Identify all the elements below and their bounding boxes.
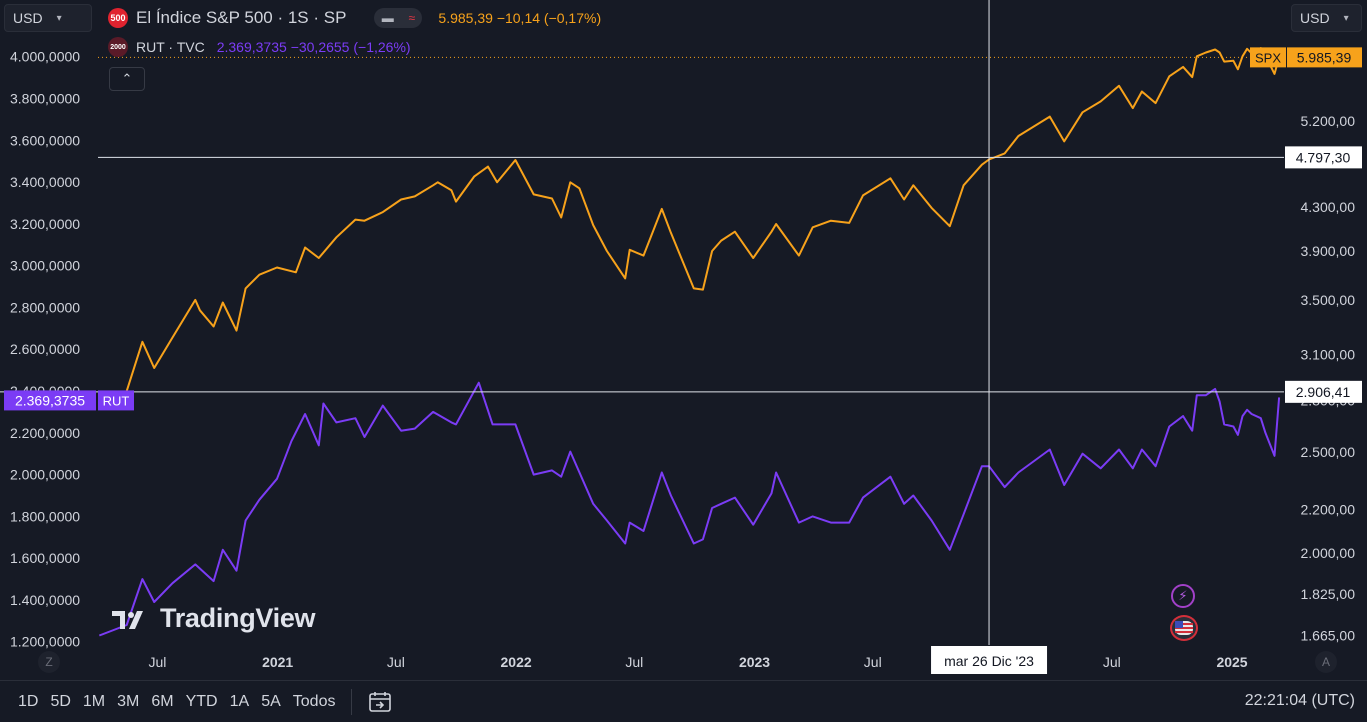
left-axis-tick-label: 2.200,0000 bbox=[10, 425, 80, 441]
crosshair-price-label-bottom: 2.906,41 bbox=[1296, 384, 1351, 400]
utc-clock[interactable]: 22:21:04 (UTC) bbox=[1244, 692, 1355, 709]
spx-name-tag: SPX bbox=[1255, 50, 1281, 65]
wave-icon[interactable]: ≈ bbox=[408, 11, 416, 25]
axis-corner-left[interactable]: Z bbox=[38, 651, 60, 673]
time-axis-tick-label: Jul bbox=[625, 654, 643, 670]
rut-logo-icon: 2000 bbox=[108, 37, 128, 57]
main-price: 5.985,39 bbox=[438, 10, 493, 26]
right-axis-tick-label: 1.665,00 bbox=[1301, 628, 1356, 644]
range-1a-button[interactable]: 1A bbox=[229, 692, 250, 710]
right-axis-tick-label: 1.825,00 bbox=[1301, 586, 1356, 602]
left-axis-tick-label: 1.200,0000 bbox=[10, 634, 80, 650]
spx-logo-icon: 500 bbox=[108, 8, 128, 28]
axis-corner-left-label: Z bbox=[45, 655, 53, 669]
right-axis-tick-label: 4.300,00 bbox=[1301, 199, 1356, 215]
bottom-toolbar: 1D 5D 1M 3M 6M YTD 1A 5A Todos 22:21:04 … bbox=[0, 680, 1367, 722]
range-all-button[interactable]: Todos bbox=[292, 692, 336, 710]
minus-icon[interactable]: ▬ bbox=[381, 11, 394, 25]
range-1m-button[interactable]: 1M bbox=[82, 692, 106, 710]
currency-select-left[interactable]: USD ▾ bbox=[4, 4, 92, 32]
left-axis-tick-label: 1.600,0000 bbox=[10, 550, 80, 566]
crosshair-price-label-bottom-bg bbox=[1285, 380, 1362, 403]
chart-area[interactable]: 4.000,0000 3.800,0000 3.600,0000 3.400,0000… bbox=[0, 0, 1367, 680]
rut-name-tag-bg bbox=[98, 390, 134, 411]
compare-price: 2.369,3735 bbox=[216, 39, 287, 55]
compare-change-pct: (−1,26%) bbox=[353, 39, 411, 55]
compare-change: −30,2655 bbox=[290, 39, 350, 55]
left-axis-tick-label: 2.600,0000 bbox=[10, 341, 80, 357]
tradingview-logo-icon bbox=[112, 610, 143, 629]
rut-price-tag: 2.369,3735 bbox=[15, 392, 85, 408]
right-axis-tick-label: 5.200,00 bbox=[1301, 113, 1356, 129]
legend-toggle-pill[interactable]: ▬ ≈ bbox=[374, 8, 423, 28]
right-axis-tick-label: 2.500,00 bbox=[1301, 444, 1356, 460]
time-axis-tick-label: 2021 bbox=[262, 654, 293, 670]
left-axis-tick-label: 1.800,0000 bbox=[10, 508, 80, 524]
range-1d-button[interactable]: 1D bbox=[18, 692, 39, 710]
range-5d-button[interactable]: 5D bbox=[50, 692, 71, 710]
main-symbol-title[interactable]: El Índice S&P 500 · 1S · SP bbox=[136, 8, 347, 27]
main-change: −10,14 bbox=[496, 10, 541, 26]
legend-compare-symbol[interactable]: 2000 RUT · TVC 2.369,3735 −30,2655 (−1,2… bbox=[108, 37, 411, 57]
main-change-pct: (−0,17%) bbox=[543, 10, 602, 26]
chevron-down-icon: ▾ bbox=[1343, 12, 1349, 24]
left-axis-tick-label: 2.000,0000 bbox=[10, 467, 80, 483]
left-axis-tick-label: 3.400,0000 bbox=[10, 174, 80, 190]
flag-graphic bbox=[1175, 621, 1193, 635]
time-axis-tick-label: Jul bbox=[148, 654, 166, 670]
chevron-up-icon: ⌃ bbox=[121, 71, 133, 86]
compare-symbol-title[interactable]: RUT · TVC bbox=[136, 39, 205, 55]
spx-price-tag: 5.985,39 bbox=[1297, 49, 1352, 65]
range-buttons: 1D 5D 1M 3M 6M YTD 1A 5A Todos bbox=[0, 693, 335, 711]
us-flag-icon[interactable] bbox=[1170, 615, 1198, 641]
time-axis-tick-label: Jul bbox=[1103, 654, 1121, 670]
left-axis-tick-label: 2.800,0000 bbox=[10, 299, 80, 315]
time-axis-tick-label: Jul bbox=[387, 654, 405, 670]
watermark-text: TradingView bbox=[160, 603, 316, 633]
currency-label-right: USD bbox=[1300, 10, 1330, 26]
time-axis-tick-label: Jul bbox=[864, 654, 882, 670]
left-axis-tick-label: 3.200,0000 bbox=[10, 216, 80, 232]
right-axis-tick-label: 2.000,00 bbox=[1301, 545, 1356, 561]
right-axis-tick-label: 3.900,00 bbox=[1301, 243, 1356, 259]
rut-name-tag: RUT bbox=[103, 393, 130, 408]
left-axis-tick-label: 1.400,0000 bbox=[10, 592, 80, 608]
time-axis-tick-label: 2022 bbox=[501, 654, 532, 670]
toolbar-divider bbox=[351, 688, 353, 715]
price-chart[interactable]: 4.000,0000 3.800,0000 3.600,0000 3.400,0000… bbox=[0, 0, 1367, 680]
right-axis-tick-label: 2.200,00 bbox=[1301, 502, 1356, 518]
range-5a-button[interactable]: 5A bbox=[261, 692, 281, 710]
collapse-legend-button[interactable]: ⌃ bbox=[109, 67, 145, 91]
left-axis-tick-label: 3.600,0000 bbox=[10, 132, 80, 148]
series-line-rut bbox=[98, 381, 1281, 637]
rut-price-tag-bg bbox=[4, 390, 96, 411]
tradingview-watermark: TradingView bbox=[112, 603, 316, 634]
crosshair-date-label-bg bbox=[931, 646, 1048, 674]
axis-corner-right-label: A bbox=[1321, 655, 1330, 669]
time-axis-tick-label: 2023 bbox=[739, 654, 770, 670]
crosshair-date-label: mar 26 Dic '23 bbox=[944, 653, 1034, 669]
axis-corner-right[interactable]: A bbox=[1315, 651, 1337, 673]
left-axis-tick-label: 4.000,0000 bbox=[10, 49, 80, 65]
currency-select-right[interactable]: USD ▾ bbox=[1291, 4, 1362, 32]
spx-name-tag-bg bbox=[1250, 47, 1286, 68]
left-axis-tick-label: 3.000,0000 bbox=[10, 258, 80, 274]
range-ytd-button[interactable]: YTD bbox=[185, 692, 218, 710]
right-axis-tick-label: 3.500,00 bbox=[1301, 292, 1356, 308]
lightning-icon[interactable]: ⚡ bbox=[1171, 584, 1195, 608]
spx-price-tag-bg bbox=[1287, 47, 1362, 68]
series-line-spx bbox=[125, 47, 1281, 392]
crosshair-price-label-top-bg bbox=[1285, 146, 1362, 169]
crosshair-price-label-top: 4.797,30 bbox=[1296, 149, 1351, 165]
chevron-down-icon: ▾ bbox=[56, 12, 62, 24]
right-axis-tick-label: 3.100,00 bbox=[1301, 347, 1356, 363]
time-axis-tick-label: 2025 bbox=[1216, 654, 1247, 670]
currency-label-left: USD bbox=[13, 10, 43, 26]
left-axis-tick-label: 3.800,0000 bbox=[10, 91, 80, 107]
range-3m-button[interactable]: 3M bbox=[117, 692, 140, 710]
range-6m-button[interactable]: 6M bbox=[151, 692, 174, 710]
calendar-goto-icon[interactable] bbox=[368, 690, 392, 714]
legend-main-symbol[interactable]: 500 El Índice S&P 500 · 1S · SP ▬ ≈ 5.98… bbox=[108, 8, 601, 28]
